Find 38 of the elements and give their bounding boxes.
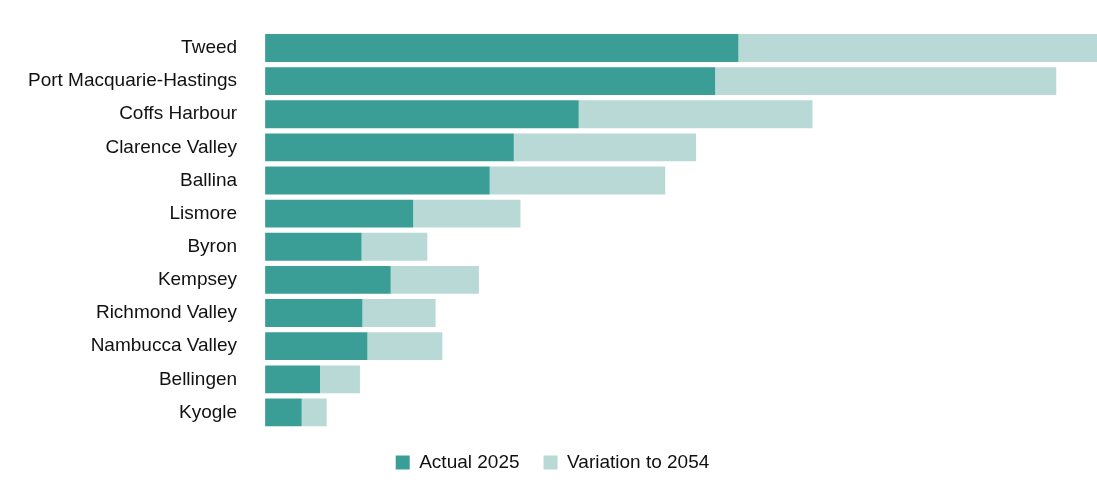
bar bbox=[265, 199, 414, 228]
y-tick-label: Lismore bbox=[169, 201, 238, 223]
bar bbox=[265, 100, 579, 129]
y-tick-label: Ballina bbox=[180, 168, 238, 190]
bar bbox=[265, 133, 514, 162]
bar bbox=[319, 365, 360, 394]
bar bbox=[578, 100, 813, 129]
y-tick-label: Port Macquarie-Hastings bbox=[27, 69, 238, 91]
bar bbox=[362, 299, 436, 327]
bar bbox=[265, 166, 490, 195]
bar bbox=[265, 34, 739, 62]
y-tick-label: Byron bbox=[187, 235, 238, 256]
y-tick-label: Kyogle bbox=[178, 400, 238, 422]
bar bbox=[265, 332, 368, 361]
bar bbox=[413, 199, 521, 228]
y-tick-label: Kempsey bbox=[157, 268, 238, 290]
y-tick-label: Bellingen bbox=[158, 367, 238, 389]
bar bbox=[265, 67, 716, 96]
y-tick-label: Richmond Valley bbox=[95, 301, 238, 323]
bar bbox=[265, 299, 363, 327]
legend-label: Variation to 2054 bbox=[567, 450, 710, 472]
legend-label: Actual 2025 bbox=[419, 450, 520, 472]
bar bbox=[361, 232, 428, 261]
bar bbox=[367, 332, 443, 361]
y-tick-label: Clarence Valley bbox=[105, 135, 238, 157]
bar bbox=[489, 166, 666, 195]
bar bbox=[265, 365, 320, 394]
bar bbox=[265, 232, 362, 261]
y-tick-label: Tweed bbox=[181, 36, 238, 58]
bar bbox=[265, 265, 391, 294]
bar bbox=[715, 67, 1057, 96]
bar bbox=[265, 398, 302, 427]
bar bbox=[390, 265, 479, 294]
bar bbox=[301, 398, 327, 427]
bar bbox=[513, 133, 697, 162]
y-tick-label: Coffs Harbour bbox=[119, 102, 238, 124]
y-tick-label: Nambucca Valley bbox=[90, 334, 238, 356]
bar bbox=[738, 34, 1097, 62]
